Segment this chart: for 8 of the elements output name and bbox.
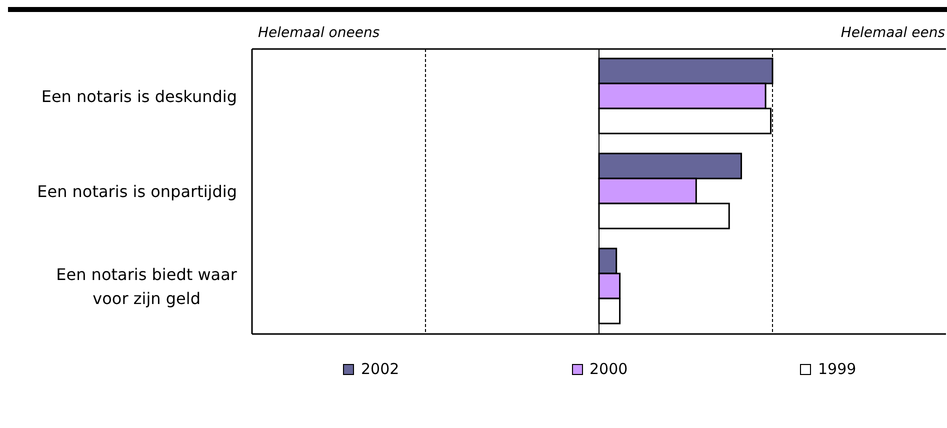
text: Helemaal oneens: [258, 25, 380, 41]
legend-label: 2002: [361, 360, 400, 378]
legend-label: 1999: [818, 360, 856, 378]
y-tick-label: Een notaris is onpartijdig: [37, 182, 237, 202]
y-tick-label: Een notaris is deskundig: [41, 87, 237, 106]
y-tick-label: Een notaris biedt waar voor zijn geld: [56, 265, 238, 308]
text: Helemaal eens: [840, 25, 945, 41]
legend-label: 2000: [590, 360, 628, 378]
